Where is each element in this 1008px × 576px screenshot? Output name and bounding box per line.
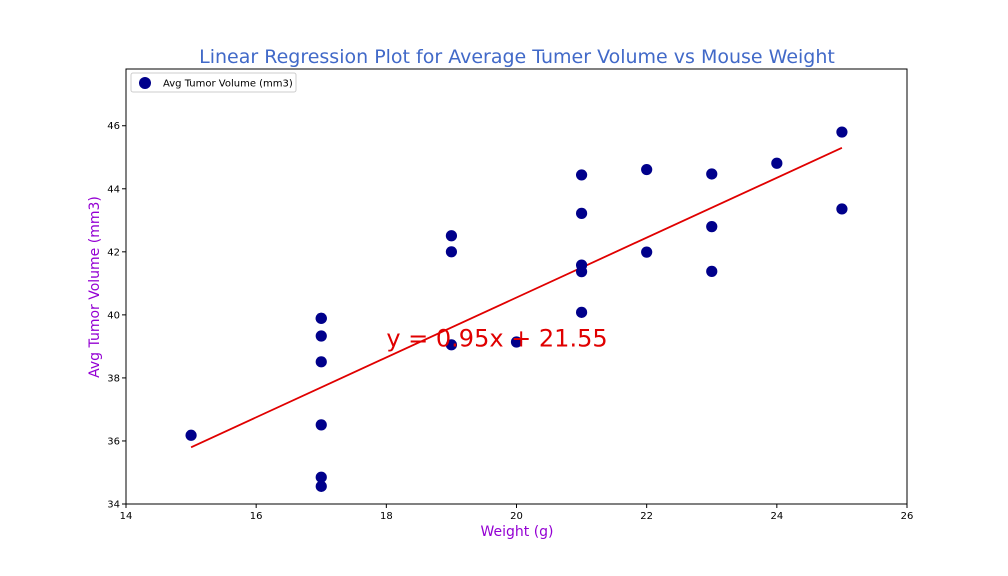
data-point xyxy=(641,163,653,176)
data-point xyxy=(575,259,588,271)
plot-area-frame xyxy=(125,68,908,505)
y-axis-label: Avg Tumor Volume (mm3) xyxy=(87,196,103,378)
data-point xyxy=(706,168,718,180)
data-point xyxy=(510,336,523,348)
y-tick-label: 38 xyxy=(107,373,120,384)
regression-line xyxy=(190,146,843,449)
data-point xyxy=(315,330,327,342)
legend: Avg Tumor Volume (mm3) xyxy=(130,72,297,93)
data-point xyxy=(315,356,327,368)
regression-equation: y = 0.95x + 21.55 xyxy=(386,324,607,352)
data-points xyxy=(185,126,848,492)
data-point xyxy=(185,429,197,441)
data-point xyxy=(641,246,653,258)
y-tick-label: 36 xyxy=(107,436,120,447)
x-axis-ticks: 14 16 18 20 22 24 26 xyxy=(120,504,914,522)
y-tick-label: 42 xyxy=(107,247,120,258)
y-tick-label: 44 xyxy=(107,184,120,195)
x-tick-label: 20 xyxy=(510,511,523,522)
legend-marker xyxy=(139,77,151,89)
data-point xyxy=(315,419,327,431)
legend-label: Avg Tumor Volume (mm3) xyxy=(163,79,293,90)
x-axis-label: Weight (g) xyxy=(480,524,553,540)
data-point xyxy=(836,203,848,215)
data-point xyxy=(315,480,327,492)
data-point xyxy=(315,471,327,483)
data-point xyxy=(315,312,327,324)
data-point xyxy=(575,306,588,318)
x-tick-label: 26 xyxy=(901,511,914,522)
x-tick-label: 22 xyxy=(640,511,653,522)
x-tick-label: 18 xyxy=(380,511,393,522)
data-point xyxy=(575,169,588,181)
chart-title: Linear Regression Plot for Average Tumer… xyxy=(199,46,835,68)
legend-box xyxy=(130,72,297,93)
data-point xyxy=(771,157,783,169)
data-point xyxy=(836,126,848,138)
x-tick-label: 24 xyxy=(770,511,783,522)
data-point xyxy=(706,221,718,233)
data-point xyxy=(445,246,458,258)
x-tick-label: 16 xyxy=(250,511,263,522)
data-point xyxy=(445,339,458,351)
x-tick-label: 14 xyxy=(120,511,133,522)
y-tick-label: 34 xyxy=(107,500,120,511)
data-point xyxy=(445,230,458,242)
data-point xyxy=(706,265,718,277)
y-axis-ticks: 34 36 38 40 42 44 46 xyxy=(107,121,126,511)
data-point xyxy=(575,207,588,219)
y-tick-label: 40 xyxy=(107,310,120,321)
y-tick-label: 46 xyxy=(107,121,120,132)
